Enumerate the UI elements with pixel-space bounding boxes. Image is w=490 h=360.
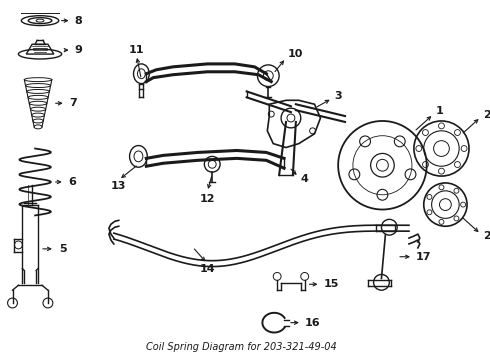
Text: 6: 6 (69, 177, 76, 187)
Text: 16: 16 (305, 318, 320, 328)
Text: 5: 5 (59, 244, 66, 254)
Text: 10: 10 (288, 49, 303, 59)
Text: Coil Spring Diagram for 203-321-49-04: Coil Spring Diagram for 203-321-49-04 (147, 342, 337, 352)
Text: 3: 3 (334, 91, 342, 102)
Text: 4: 4 (301, 174, 309, 184)
Text: 2: 2 (483, 231, 490, 241)
Text: 1: 1 (436, 106, 443, 116)
Text: 15: 15 (323, 279, 339, 289)
Text: 2: 2 (483, 110, 490, 120)
Text: 14: 14 (199, 264, 215, 274)
Text: 7: 7 (70, 98, 77, 108)
Text: 12: 12 (199, 194, 215, 204)
Text: 17: 17 (416, 252, 431, 262)
Text: 9: 9 (74, 45, 82, 55)
Text: 8: 8 (74, 15, 82, 26)
Text: 13: 13 (111, 181, 126, 191)
Text: 11: 11 (129, 45, 144, 55)
